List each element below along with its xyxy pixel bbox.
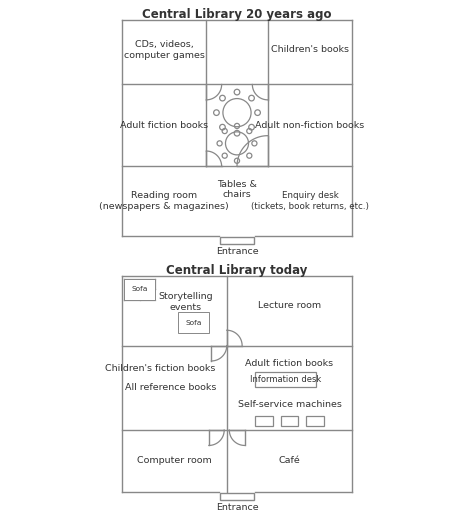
Bar — [306, 416, 324, 426]
Text: Central Library 20 years ago: Central Library 20 years ago — [142, 8, 332, 20]
Text: Sofa: Sofa — [185, 319, 201, 326]
Text: Entrance: Entrance — [216, 247, 258, 256]
Text: Lecture room: Lecture room — [258, 302, 321, 310]
Text: CDs, videos,
computer games: CDs, videos, computer games — [124, 40, 204, 59]
Text: Tables &
chairs: Tables & chairs — [217, 180, 257, 199]
Text: Computer room: Computer room — [137, 456, 212, 465]
Text: Information desk: Information desk — [250, 375, 321, 384]
Text: Storytelling
events: Storytelling events — [158, 292, 213, 312]
Text: Central Library today: Central Library today — [166, 264, 308, 276]
Text: All reference books: All reference books — [125, 383, 216, 392]
Text: Adult non-fiction books: Adult non-fiction books — [255, 121, 365, 130]
Text: Enquiry desk
(tickets, book returns, etc.): Enquiry desk (tickets, book returns, etc… — [251, 191, 369, 210]
Text: Children's fiction books: Children's fiction books — [105, 364, 215, 373]
Text: Café: Café — [279, 456, 301, 465]
Text: Self-service machines: Self-service machines — [237, 400, 341, 409]
Text: Children's books: Children's books — [271, 46, 349, 54]
Bar — [220, 237, 254, 245]
Bar — [255, 373, 316, 387]
Text: Reading room
(newspapers & magazines): Reading room (newspapers & magazines) — [99, 191, 229, 210]
Text: Entrance: Entrance — [216, 503, 258, 512]
Text: Sofa: Sofa — [131, 286, 148, 292]
Bar — [220, 493, 254, 501]
Text: Adult fiction books: Adult fiction books — [246, 359, 334, 368]
Bar — [255, 416, 273, 426]
Text: Adult fiction books: Adult fiction books — [120, 121, 208, 130]
Bar — [281, 416, 299, 426]
